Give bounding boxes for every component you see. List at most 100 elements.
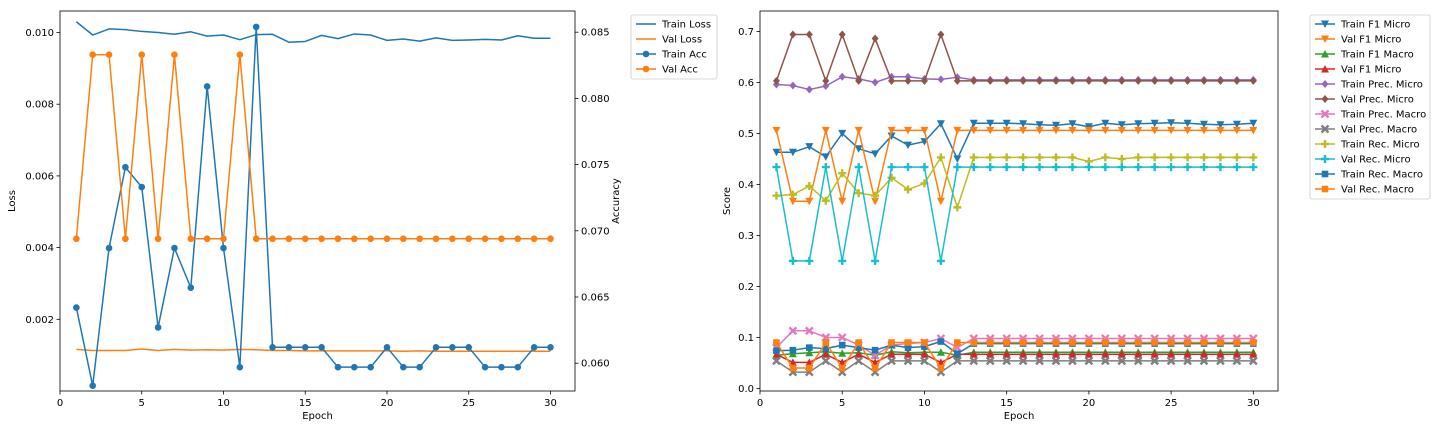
right-chart-series-9	[772, 163, 1258, 265]
right-chart-series-5-point-7	[888, 76, 896, 85]
right-chart-legend-marker-0	[1321, 20, 1329, 28]
right-chart-series-3-point-25	[1183, 350, 1192, 358]
left-chart-series-3-point-6	[171, 51, 178, 58]
right-chart-series-1-point-19	[1084, 126, 1093, 135]
left-chart-series-3-point-1	[89, 51, 96, 58]
right-chart-series-5-point-20	[1101, 76, 1109, 85]
right-chart-series-8-point-8	[904, 185, 912, 194]
right-chart-series-0-point-0	[772, 148, 781, 157]
right-chart-series-7-point-9	[920, 356, 929, 366]
right-chart-series-9-point-29	[1249, 163, 1258, 172]
right-chart-series-1-point-25	[1183, 126, 1192, 135]
right-chart-series-0-point-21	[1117, 121, 1126, 129]
right-chart-series-7-point-20	[1100, 356, 1110, 366]
left-chart: 0 5 10 15 20 25 30 0.002 0.004 0.006 0.008 0.010 0.0…	[7, 10, 718, 422]
left-chart-y-tick-label: 0.004	[25, 243, 54, 254]
right-chart-series-1-line	[775, 129, 1254, 203]
right-chart-series-11-point-20	[1102, 339, 1109, 346]
right-chart-series-7-point-11	[952, 356, 962, 366]
left-chart-y2-tick-label: 0.080	[581, 94, 610, 105]
right-chart-series-3-point-8	[904, 350, 912, 358]
right-chart-legend-label-11: Val Rec. Macro	[1341, 185, 1414, 196]
right-chart-series-7-point-0	[772, 356, 781, 366]
right-chart-legend-item-6: Train Prec. Macro	[1315, 110, 1426, 121]
right-chart-series-3-point-9	[920, 350, 929, 358]
right-chart-legend-item-5: Val Prec. Micro	[1315, 95, 1414, 106]
right-chart-legend-item-7: Val Prec. Macro	[1315, 125, 1417, 136]
right-chart-series-0-point-26	[1200, 120, 1208, 129]
right-chart-series-8-point-4	[838, 169, 847, 178]
right-chart-series-11-point-17	[1052, 339, 1060, 346]
right-chart-legend-marker-1	[1321, 35, 1329, 43]
right-chart-series-3-point-19	[1084, 350, 1093, 358]
left-chart-series-2-point-10	[236, 363, 244, 371]
right-chart-x-tick-label: 10	[918, 398, 931, 409]
left-chart-x-tick-label: 0	[57, 398, 63, 409]
right-chart-series-11-point-26	[1200, 339, 1208, 346]
right-chart-series-1-point-4	[838, 197, 847, 206]
left-chart-legend-item-0: Train Loss	[636, 20, 711, 31]
right-chart-series-8-point-23	[1150, 153, 1159, 162]
right-chart-series-7-point-24	[1166, 356, 1176, 366]
right-chart-legend-marker-5	[1321, 95, 1329, 103]
right-chart-series-9-point-4	[838, 256, 847, 265]
right-chart-series-1-point-11	[953, 126, 962, 135]
right-chart-series-9-point-16	[1035, 163, 1044, 172]
right-chart-series-5-point-5	[855, 76, 863, 85]
right-chart-series-5-line	[775, 33, 1254, 82]
right-chart-series-6-point-4	[837, 333, 847, 342]
right-chart: 0 5 10 15 20 25 30 0.0 0.1 0.2 0.3 0.4 0.5 0.6 0.7 Epoc…	[722, 10, 1431, 422]
right-chart-series-3-point-13	[986, 350, 995, 358]
right-chart-y-tick-label: 0.7	[738, 27, 754, 38]
right-chart-series-3-point-28	[1232, 350, 1241, 358]
right-chart-series-8	[772, 153, 1258, 212]
right-chart-series-8-point-20	[1101, 153, 1110, 162]
left-chart-series-2-point-18	[367, 363, 374, 371]
right-chart-series-8-point-25	[1183, 153, 1192, 162]
left-chart-axes-frame	[59, 10, 576, 392]
right-chart-series-8-point-3	[821, 196, 830, 205]
left-chart-series-2-point-3	[122, 163, 129, 171]
right-chart-series-11	[773, 339, 1257, 372]
left-chart-y-tick-label: 0.008	[25, 100, 54, 111]
left-chart-plot-area	[73, 21, 554, 390]
right-chart-series-1-point-26	[1200, 126, 1208, 135]
left-chart-series-2-point-26	[498, 363, 505, 371]
left-chart-series-2-point-0	[73, 304, 80, 311]
right-chart-series-5-point-18	[1068, 76, 1076, 85]
right-chart-x-tick-label: 15	[1000, 398, 1013, 409]
left-chart-series-2-point-13	[285, 344, 293, 351]
right-chart-series-5-point-9	[920, 76, 928, 85]
right-chart-series-8-point-22	[1134, 153, 1143, 162]
right-chart-series-11-point-1	[789, 364, 797, 372]
left-chart-series-3-point-2	[105, 51, 113, 58]
left-chart-series-3	[73, 51, 554, 243]
right-chart-series-5-point-12	[970, 76, 978, 85]
right-chart-legend-item-4: Train Prec. Micro	[1315, 80, 1423, 91]
left-chart-y-tick-label: 0.006	[25, 171, 54, 182]
right-chart-series-11-point-4	[838, 364, 846, 372]
right-chart-series-3-point-26	[1200, 350, 1208, 358]
right-chart-series-0-point-14	[1002, 119, 1011, 128]
left-chart-x-tick-label: 5	[139, 398, 145, 409]
right-chart-series-9-point-6	[871, 256, 880, 265]
left-chart-series-3-point-21	[416, 235, 423, 243]
right-chart-legend-label-2: Train F1 Macro	[1340, 50, 1414, 61]
right-chart-series-10-point-10	[937, 338, 945, 345]
right-chart-series-7-point-22	[1133, 356, 1143, 366]
right-chart-series-9-point-17	[1052, 163, 1060, 172]
left-chart-series-2-point-27	[514, 363, 522, 371]
right-chart-series-8-point-13	[986, 153, 995, 162]
right-chart-series-0-line	[776, 121, 1254, 160]
right-chart-series-5-point-29	[1249, 76, 1257, 85]
right-chart-legend-label-8: Train Rec. Micro	[1340, 140, 1420, 151]
right-chart-series-11-point-15	[1019, 339, 1027, 346]
right-chart-legend-label-4: Train Prec. Micro	[1340, 80, 1423, 91]
right-chart-series-9-point-20	[1101, 163, 1110, 172]
right-chart-x-tick-label: 25	[1165, 398, 1178, 409]
right-chart-series-1-point-28	[1232, 126, 1241, 135]
left-chart-series-3-point-7	[187, 235, 195, 243]
right-chart-series-11-point-27	[1217, 339, 1224, 346]
left-chart-x-axis-label: Epoch	[302, 411, 333, 422]
